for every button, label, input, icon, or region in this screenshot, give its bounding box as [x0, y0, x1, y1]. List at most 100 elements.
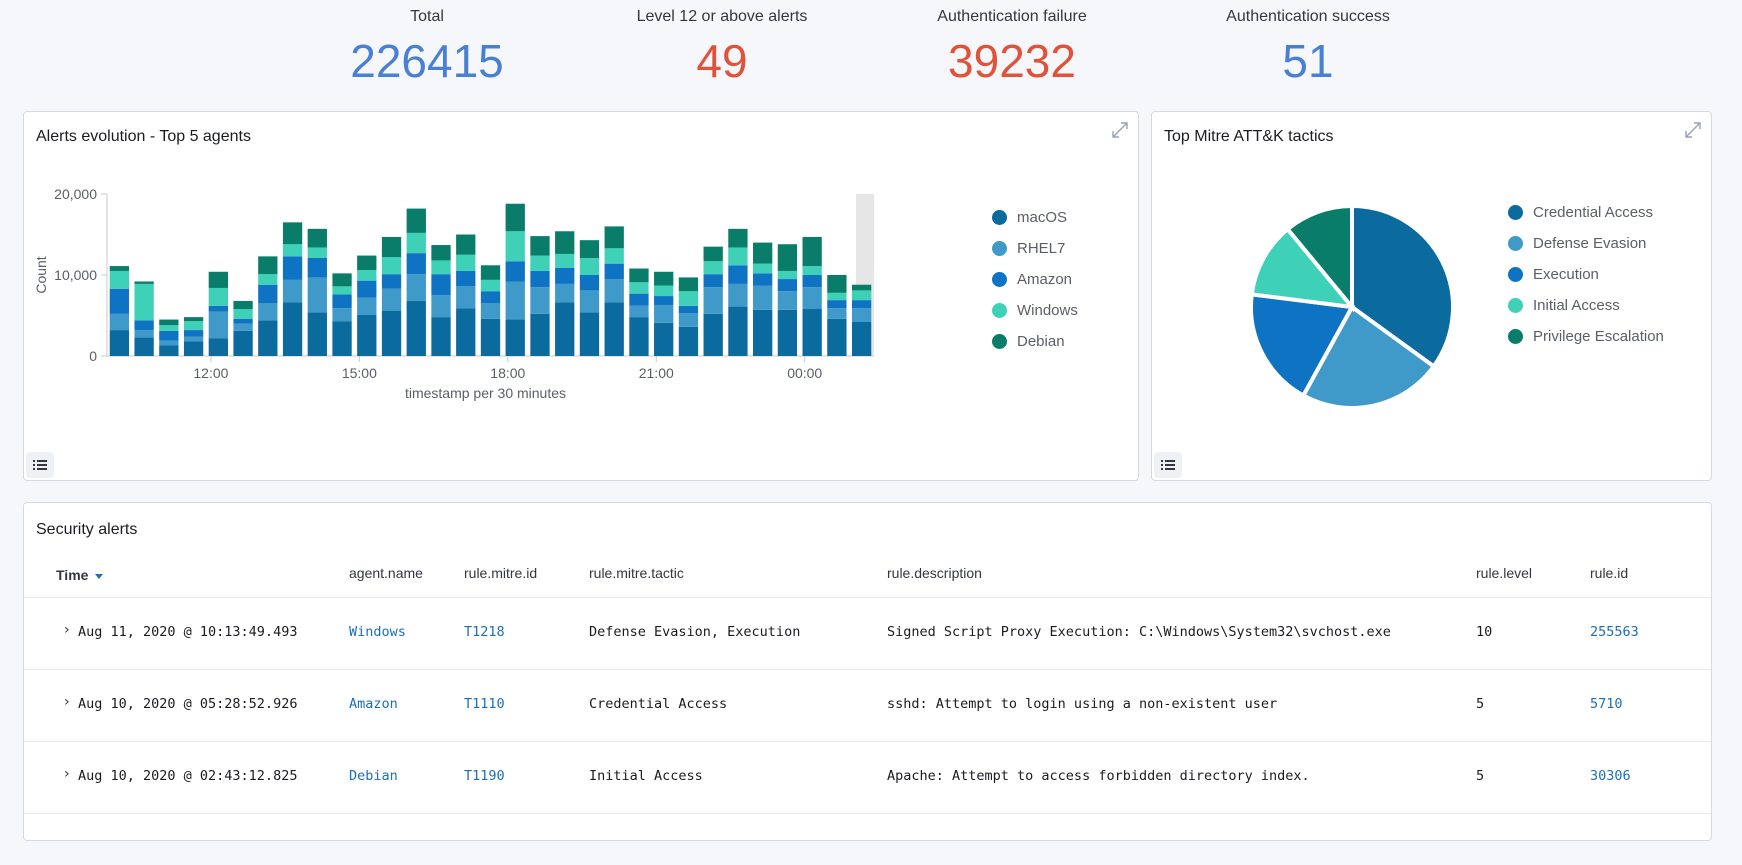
bar-segment-windows[interactable] — [381, 257, 402, 275]
table-row[interactable]: › Aug 10, 2020 @ 05:28:52.926 Amazon T11… — [24, 669, 1711, 742]
bar-segment-amazon[interactable] — [678, 305, 699, 314]
bar-segment-amazon[interactable] — [728, 265, 748, 284]
cell-agent-name[interactable]: Debian — [349, 768, 398, 784]
chevron-right-icon[interactable]: › — [64, 694, 70, 710]
bar-segment-amazon[interactable] — [282, 256, 303, 280]
bar-segment-amazon[interactable] — [307, 257, 327, 278]
bar-segment-macos[interactable] — [381, 310, 402, 356]
bar-segment-debian[interactable] — [456, 234, 476, 255]
pie-slice-privilege-escalation[interactable] — [1284, 203, 1354, 313]
bar-segment-macos[interactable] — [579, 312, 600, 356]
bar-segment-debian[interactable] — [159, 319, 179, 326]
bar-segment-debian[interactable] — [802, 236, 822, 267]
bar-segment-debian[interactable] — [703, 246, 723, 262]
bar-segment-windows[interactable] — [629, 282, 649, 294]
chevron-right-icon[interactable]: › — [64, 766, 70, 782]
bar-segment-amazon[interactable] — [332, 294, 352, 309]
metric-value[interactable]: 49 — [696, 35, 748, 87]
bar-segment-macos[interactable] — [851, 321, 872, 356]
bar-segment-macos[interactable] — [233, 330, 253, 356]
bar-segment-amazon[interactable] — [827, 300, 847, 309]
bar-segment-rhel7[interactable] — [604, 279, 624, 303]
bar-segment-debian[interactable] — [753, 242, 773, 264]
bar-segment-amazon[interactable] — [777, 279, 798, 292]
bar-segment-windows[interactable] — [678, 291, 699, 306]
pie-slice-credential-access[interactable] — [1350, 203, 1455, 370]
bar-segment-windows[interactable] — [480, 279, 501, 292]
bar-segment-rhel7[interactable] — [530, 287, 550, 314]
bar-segment-amazon[interactable] — [579, 275, 600, 291]
column-header-rule-mitre-id[interactable]: rule.mitre.id — [464, 565, 538, 581]
bar-segment-debian[interactable] — [233, 300, 253, 310]
bar-segment-windows[interactable] — [406, 232, 426, 254]
column-header-rule-mitre-tactic[interactable]: rule.mitre.tactic — [589, 565, 684, 581]
bar-segment-debian[interactable] — [183, 317, 204, 322]
cell-agent-name[interactable]: Amazon — [349, 696, 398, 712]
bar-segment-windows[interactable] — [431, 260, 451, 275]
bar-segment-macos[interactable] — [208, 338, 228, 356]
bar-segment-debian[interactable] — [109, 266, 130, 271]
bar-segment-amazon[interactable] — [406, 253, 426, 275]
bar-segment-amazon[interactable] — [555, 267, 575, 284]
bar-segment-amazon[interactable] — [159, 330, 179, 341]
bar-segment-rhel7[interactable] — [753, 285, 773, 310]
bar-segment-rhel7[interactable] — [802, 287, 822, 310]
bar-segment-debian[interactable] — [505, 203, 525, 232]
table-row[interactable]: › Aug 11, 2020 @ 10:13:49.493 Windows T1… — [24, 597, 1711, 670]
legend-item-execution[interactable]: Execution — [1508, 266, 1599, 283]
legend-item-debian[interactable]: Debian — [992, 333, 1065, 350]
bar-segment-windows[interactable] — [530, 255, 550, 271]
bar-segment-debian[interactable] — [827, 275, 847, 293]
bar-segment-amazon[interactable] — [431, 274, 451, 296]
column-header-rule-description[interactable]: rule.description — [887, 565, 982, 581]
bar-segment-amazon[interactable] — [654, 296, 674, 305]
bar-segment-amazon[interactable] — [530, 270, 550, 288]
bar-segment-windows[interactable] — [777, 270, 798, 280]
bar-segment-windows[interactable] — [233, 309, 253, 319]
bar-segment-macos[interactable] — [629, 317, 649, 356]
bar-segment-rhel7[interactable] — [258, 303, 278, 321]
bar-segment-macos[interactable] — [728, 306, 748, 356]
bar-segment-debian[interactable] — [777, 244, 798, 271]
bar-segment-windows[interactable] — [827, 292, 847, 301]
bar-segment-amazon[interactable] — [802, 275, 822, 288]
bar-segment-windows[interactable] — [183, 321, 204, 331]
cell-mitre-id[interactable]: T1190 — [464, 768, 505, 784]
bar-segment-windows[interactable] — [332, 286, 352, 295]
legend-item-privilege-escalation[interactable]: Privilege Escalation — [1508, 328, 1664, 345]
bar-segment-debian[interactable] — [431, 245, 451, 261]
cell-mitre-id[interactable]: T1218 — [464, 624, 505, 640]
bar-segment-windows[interactable] — [159, 325, 179, 331]
bar-segment-debian[interactable] — [134, 281, 154, 284]
bar-segment-macos[interactable] — [703, 313, 723, 356]
bar-segment-amazon[interactable] — [851, 300, 872, 309]
bar-segment-amazon[interactable] — [258, 284, 278, 304]
bar-segment-amazon[interactable] — [753, 273, 773, 286]
legend-item-macos[interactable]: macOS — [992, 209, 1067, 226]
bar-segment-windows[interactable] — [802, 266, 822, 275]
bar-segment-rhel7[interactable] — [678, 313, 699, 327]
bar-segment-windows[interactable] — [604, 248, 624, 264]
bar-segment-amazon[interactable] — [208, 305, 228, 312]
bar-segment-macos[interactable] — [282, 302, 303, 356]
legend-item-windows[interactable]: Windows — [992, 302, 1078, 319]
metric-value[interactable]: 51 — [1282, 35, 1334, 87]
bar-segment-debian[interactable] — [357, 255, 377, 271]
bar-segment-macos[interactable] — [134, 337, 154, 356]
metric-value[interactable]: 39232 — [948, 35, 1076, 87]
bar-segment-debian[interactable] — [258, 256, 278, 275]
pie-slice-defense-evasion[interactable] — [1300, 304, 1437, 410]
bar-segment-rhel7[interactable] — [827, 308, 847, 319]
bar-segment-debian[interactable] — [678, 277, 699, 292]
bar-segment-debian[interactable] — [728, 228, 748, 248]
bar-segment-rhel7[interactable] — [183, 336, 204, 342]
bar-segment-amazon[interactable] — [381, 274, 402, 289]
legend-item-defense-evasion[interactable]: Defense Evasion — [1508, 235, 1646, 252]
bar-segment-debian[interactable] — [604, 226, 624, 249]
bar-segment-windows[interactable] — [505, 231, 525, 262]
bar-segment-rhel7[interactable] — [381, 288, 402, 311]
bar-segment-macos[interactable] — [604, 302, 624, 356]
bar-segment-macos[interactable] — [456, 308, 476, 356]
metric-value[interactable]: 226415 — [350, 35, 504, 87]
bar-segment-rhel7[interactable] — [134, 330, 154, 338]
